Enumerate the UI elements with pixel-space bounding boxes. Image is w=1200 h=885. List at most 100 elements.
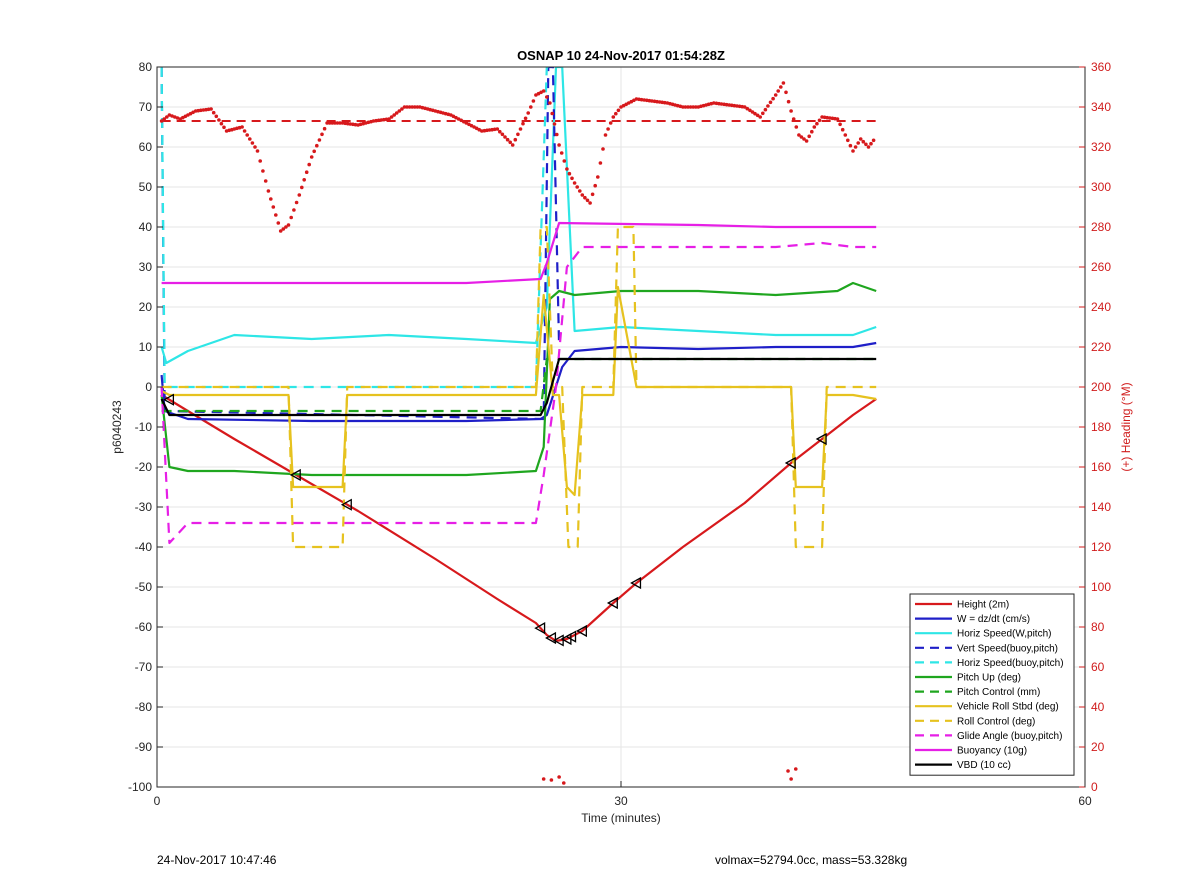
heading-point <box>376 118 381 123</box>
heading-point <box>766 104 770 108</box>
heading-point <box>745 106 750 111</box>
heading-point <box>799 135 804 139</box>
heading-point <box>681 105 685 109</box>
heading-point <box>758 115 762 119</box>
y2-tick-label: 40 <box>1091 700 1105 714</box>
heading-point <box>786 99 791 104</box>
heading-point <box>274 213 278 217</box>
legend-label: Roll Control (deg) <box>957 716 1035 727</box>
heading-point <box>513 137 518 142</box>
heading-point <box>856 141 860 145</box>
legend-label: Height (2m) <box>957 600 1009 611</box>
heading-point <box>748 108 752 113</box>
y-tick-label: 10 <box>139 340 153 354</box>
y2-tick-label: 300 <box>1091 180 1111 194</box>
heading-point <box>330 121 335 125</box>
heading-point <box>871 138 876 143</box>
height-direction-marker <box>545 631 557 645</box>
heading-point <box>263 179 268 183</box>
heading-point <box>531 99 536 103</box>
y2-tick-label: 280 <box>1091 220 1111 234</box>
heading-point <box>526 111 530 115</box>
heading-point <box>555 132 559 137</box>
heading-point <box>691 105 695 109</box>
heading-point <box>835 117 840 121</box>
y-tick-label: -10 <box>135 420 153 434</box>
heading-point <box>606 127 610 131</box>
heading-point <box>572 181 577 185</box>
heading-point <box>603 133 608 137</box>
heading-point <box>297 193 302 197</box>
heading-point <box>593 183 597 188</box>
y-tick-label: -50 <box>135 580 153 594</box>
heading-point <box>261 169 265 173</box>
y-tick-label: 60 <box>139 140 153 154</box>
heading-point <box>214 114 219 119</box>
heading-point <box>309 155 314 159</box>
legend-box <box>909 593 1075 776</box>
heading-point <box>793 767 798 771</box>
heading-point <box>616 108 621 113</box>
heading-point <box>523 116 528 121</box>
heading-point <box>286 223 291 227</box>
x-tick-label: 60 <box>1078 794 1092 808</box>
heading-point <box>663 100 667 105</box>
heading-point <box>807 134 811 139</box>
heading-point <box>846 138 850 143</box>
legend-label: Pitch Up (deg) <box>957 673 1021 684</box>
heading-point <box>812 125 817 129</box>
heading-point <box>315 143 319 148</box>
series-height-2m <box>161 394 877 643</box>
heading-point <box>498 129 502 134</box>
heading-point <box>655 99 659 104</box>
y2-tick-label: 180 <box>1091 420 1111 434</box>
heading-point <box>503 135 507 139</box>
legend-label: Vert Speed(buoy,pitch) <box>957 643 1058 654</box>
heading-point <box>529 105 533 109</box>
heading-point <box>614 111 618 116</box>
heading-point <box>170 114 174 118</box>
heading-point <box>786 769 790 773</box>
heading-point <box>611 115 616 119</box>
heading-point <box>557 143 561 147</box>
y2-tick-label: 0 <box>1091 780 1098 794</box>
height-direction-marker <box>534 622 546 635</box>
heading-point <box>199 108 203 113</box>
heading-point <box>580 193 585 197</box>
y2-tick-label: 340 <box>1091 100 1111 114</box>
y-tick-label: 30 <box>139 260 153 274</box>
heading-point <box>397 109 402 113</box>
heading-point <box>159 119 164 123</box>
heading-point <box>851 149 855 153</box>
heading-point <box>387 117 391 121</box>
y-tick-label: -90 <box>135 740 153 754</box>
heading-point <box>828 116 832 120</box>
y2-tick-label: 80 <box>1091 620 1105 634</box>
heading-point <box>755 113 760 118</box>
height-markers <box>163 393 827 647</box>
heading-point <box>781 81 786 85</box>
heading-point <box>269 197 273 201</box>
y-tick-label: -70 <box>135 660 153 674</box>
legend-label: W = dz/dt (cm/s) <box>957 614 1030 625</box>
heading-point <box>742 105 747 109</box>
y2-tick-label: 100 <box>1091 580 1111 594</box>
y-tick-label: -20 <box>135 460 153 474</box>
heading-point <box>219 121 224 126</box>
heading-point <box>557 775 561 779</box>
heading-point <box>201 108 206 112</box>
heading-point <box>549 778 554 782</box>
heading-point <box>505 137 510 142</box>
heading-point <box>510 143 515 147</box>
legend-label: Glide Angle (buoy,pitch) <box>957 731 1062 742</box>
heading-point <box>565 167 569 171</box>
heading-point <box>771 96 775 101</box>
heading-point <box>294 200 299 205</box>
heading-point <box>407 105 412 109</box>
legend: Height (2m) W = dz/dt (cm/s) Horiz Speed(W… <box>909 593 1075 776</box>
heading-point <box>173 115 177 119</box>
y2-tick-label: 160 <box>1091 460 1111 474</box>
heading-point <box>763 107 768 112</box>
heading-point <box>686 105 690 109</box>
heading-point <box>289 215 294 220</box>
